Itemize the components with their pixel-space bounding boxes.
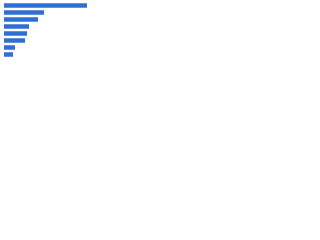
bar: [4, 52, 13, 57]
bar: [4, 31, 27, 36]
bar: [4, 38, 25, 43]
bar: [4, 45, 15, 50]
bar: [4, 17, 38, 22]
page: {"chart_data": {"type": "bar", "orientat…: [0, 0, 100, 71]
bar: [4, 10, 44, 15]
chart: [4, 3, 87, 57]
bar: [4, 3, 87, 8]
bar: [4, 24, 29, 29]
